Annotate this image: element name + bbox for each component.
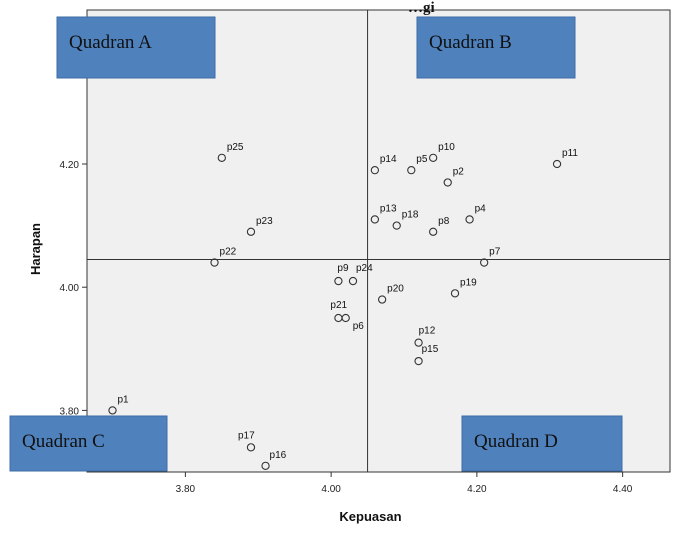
x-tick-label: 4.00: [321, 484, 341, 495]
data-point-label: p4: [475, 203, 487, 214]
x-tick-label: 4.20: [467, 484, 487, 495]
data-point-label: p22: [220, 247, 237, 258]
data-point-marker: [480, 258, 489, 267]
y-tick-label: 4.00: [60, 283, 80, 294]
plot-area: [86, 9, 671, 473]
data-point-label: p5: [416, 154, 428, 165]
data-point-marker: [392, 221, 401, 230]
data-point-marker: [429, 227, 438, 236]
y-tick-label: 3.80: [60, 406, 80, 417]
quadrant-label: Quadran A: [69, 32, 152, 53]
data-point-marker: [370, 215, 380, 224]
data-point-label: p8: [438, 216, 450, 227]
data-point-label: p6: [353, 321, 365, 332]
data-point-label: p16: [270, 450, 287, 461]
data-point-marker: [377, 295, 387, 304]
x-axis-title: Kepuasan: [339, 509, 401, 524]
y-axis-ticks: 3.80 4.00 4.20: [60, 160, 87, 417]
data-point-marker: [334, 276, 343, 286]
x-tick-label: 4.40: [613, 484, 633, 495]
data-point-marker: [407, 166, 416, 175]
data-point-label: p18: [402, 210, 419, 221]
data-point-label: p19: [460, 277, 477, 288]
data-point-label: p9: [337, 263, 349, 274]
data-point-marker: [261, 461, 270, 470]
data-point-label: p11: [562, 148, 578, 159]
x-axis-ticks: 3.80 4.00 4.20 4.40: [176, 472, 633, 495]
data-point-marker: [429, 153, 438, 162]
quadrant-box: [416, 16, 576, 79]
data-point-marker: [108, 406, 117, 415]
data-point-marker: [348, 276, 358, 286]
data-point-marker: [552, 159, 562, 169]
data-point-marker: [450, 289, 460, 298]
data-point-marker: [370, 166, 380, 175]
data-point-marker: [217, 153, 226, 162]
data-point-marker: [210, 258, 219, 267]
quadrant-box: [56, 16, 216, 79]
data-point-label: p15: [422, 344, 439, 355]
data-point-marker: [465, 215, 474, 224]
x-tick-label: 3.80: [176, 484, 196, 495]
data-point-label: p23: [256, 216, 273, 227]
data-point-label: p2: [453, 166, 465, 177]
data-point-label: p12: [419, 326, 436, 337]
data-point-marker: [246, 227, 256, 236]
data-point-label: p10: [438, 142, 455, 153]
quadrant-boxes: Quadran A Quadran B Quadran C Quadran D: [9, 16, 623, 472]
data-point-label: p25: [227, 142, 244, 153]
data-point-label: p24: [356, 263, 373, 274]
y-axis-title: Harapan: [28, 223, 43, 275]
quadrant-label: Quadran B: [429, 32, 512, 53]
data-point-label: p7: [489, 247, 501, 258]
quadrant-label: Quadran D: [474, 431, 558, 452]
data-point-label: p14: [380, 154, 397, 165]
data-point-marker: [334, 313, 343, 323]
data-point-marker: [414, 338, 423, 347]
data-point-label: p17: [238, 430, 255, 441]
data-point-marker: [246, 443, 256, 452]
data-point-label: p21: [330, 300, 347, 311]
y-tick-label: 4.20: [60, 160, 80, 171]
data-point-marker: [414, 356, 423, 366]
data-point-label: p1: [118, 394, 130, 405]
data-point-label: p20: [387, 284, 404, 295]
chart-title: …gi: [408, 0, 435, 16]
quadrant-box: [461, 415, 623, 472]
quadrant-label: Quadran C: [22, 431, 105, 452]
quadrant-box: [9, 415, 168, 472]
data-point-marker: [443, 178, 452, 187]
data-point-label: p13: [380, 203, 397, 214]
data-points: p1 p2 p4 p5 p6 p7 p8 p9 p10 p11 p12 p13 p14 p15 p16 p17…: [108, 142, 578, 470]
